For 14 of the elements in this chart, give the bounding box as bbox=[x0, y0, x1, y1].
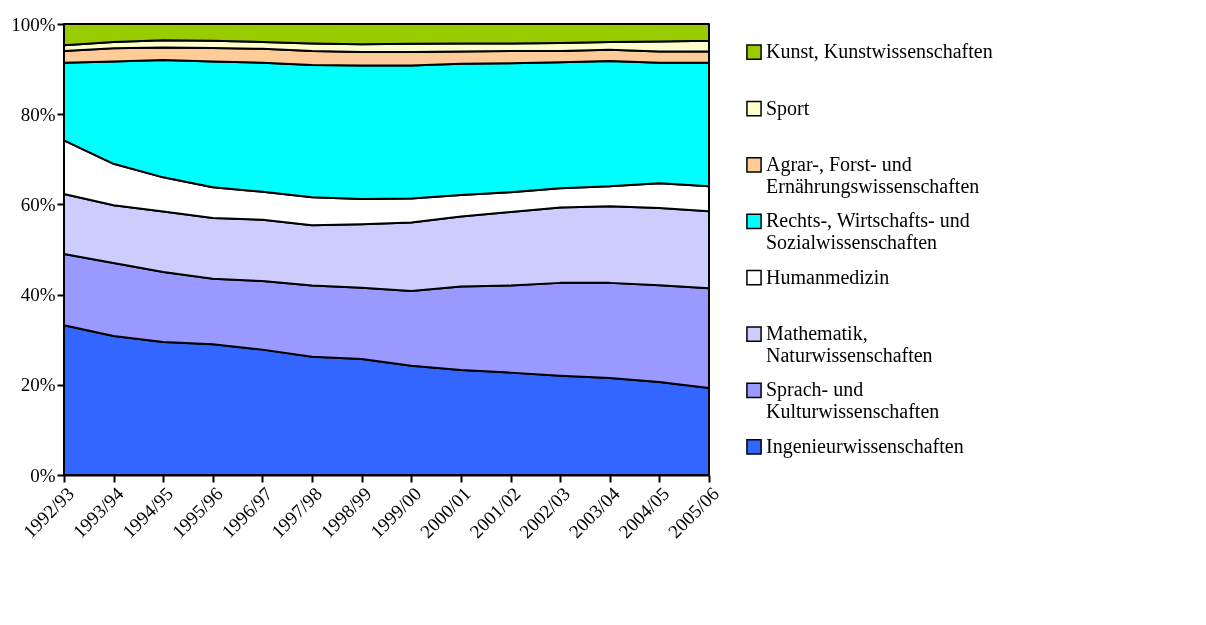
y-tick-label: 100% bbox=[11, 13, 56, 35]
y-tick-label: 80% bbox=[20, 103, 56, 125]
legend-label: Humanmedizin bbox=[766, 265, 890, 288]
legend-label: Mathematik, Naturwissenschaften bbox=[766, 322, 933, 367]
y-tick-label: 0% bbox=[30, 464, 56, 486]
legend-label: Rechts-, Wirtschafts- und Sozialwissenschaften bbox=[766, 209, 970, 254]
legend-label: Sport bbox=[766, 96, 810, 120]
y-tick-label: 20% bbox=[20, 374, 56, 396]
y-tick-label: 40% bbox=[20, 284, 56, 306]
legend-label: Sprach- und Kulturwissenschaften bbox=[766, 378, 940, 423]
legend-label: Kunst, Kunstwissenschaften bbox=[766, 40, 993, 63]
legend-label: Agrar-, Forst- und Ernährungswissenschaften bbox=[766, 152, 980, 198]
legend-label: Ingenieurwissenschaften bbox=[766, 434, 964, 458]
y-tick-label: 60% bbox=[20, 193, 56, 215]
